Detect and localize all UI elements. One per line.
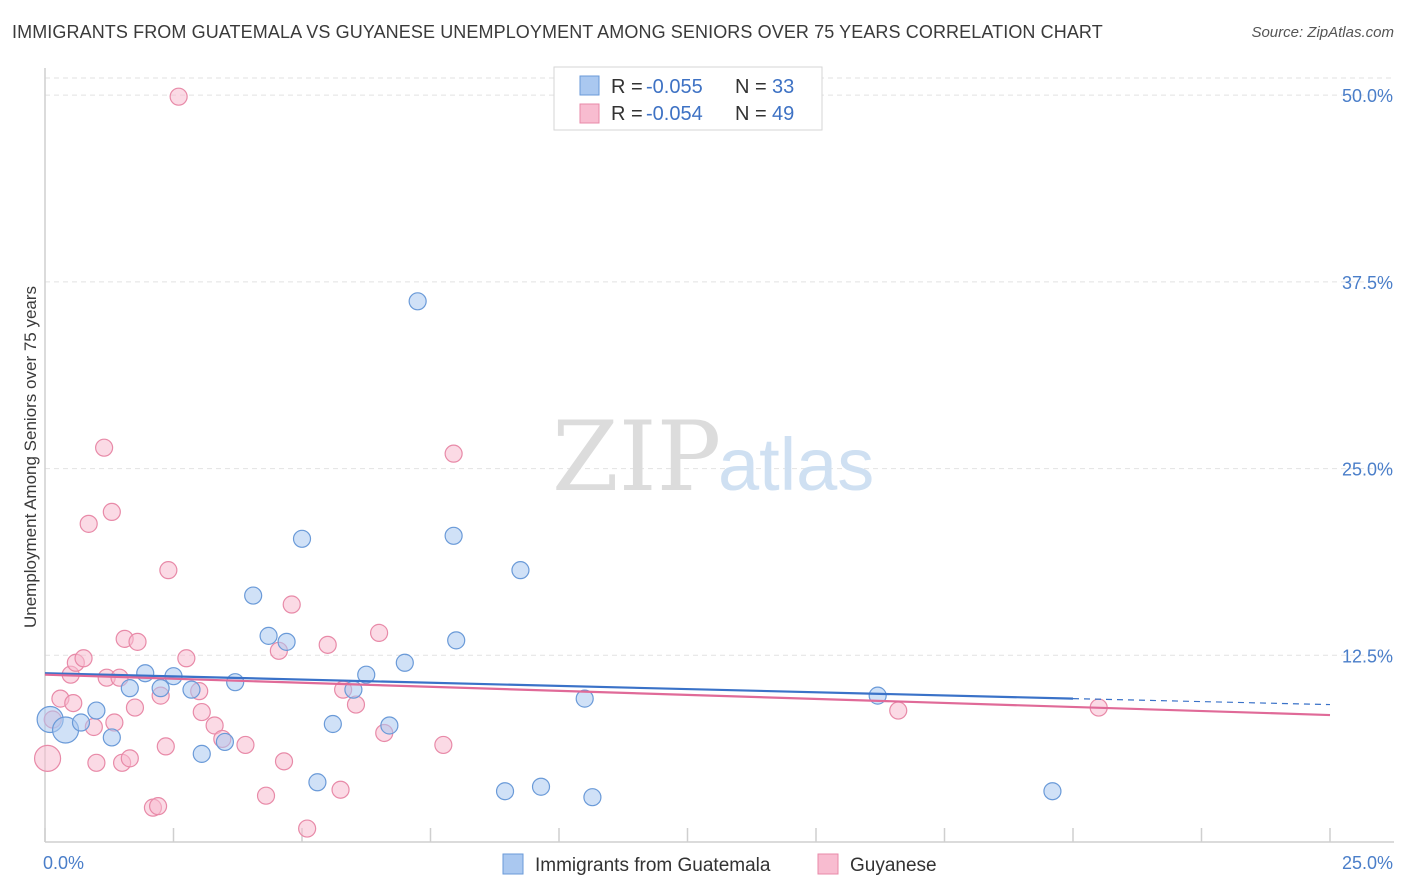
data-point	[274, 752, 294, 771]
legend-n-value: 33	[772, 76, 794, 98]
data-point	[102, 502, 121, 522]
data-point	[1043, 782, 1062, 801]
data-point	[282, 595, 301, 614]
legend-r-label: R =	[611, 76, 643, 98]
y-tick-label: 12.5%	[1342, 646, 1393, 666]
data-point	[95, 438, 114, 457]
watermark-zip: ZIP	[552, 401, 721, 513]
legend-r-value: -0.055	[646, 76, 703, 98]
x-tick-labels: 0.0% 25.0%	[43, 853, 1393, 873]
data-point	[346, 695, 366, 714]
series-legend: Immigrants from Guatemala Guyanese	[502, 853, 937, 876]
legend-r-value: -0.054	[646, 103, 703, 125]
data-point	[434, 735, 453, 755]
data-point	[495, 782, 515, 801]
data-point	[177, 649, 196, 668]
data-point	[159, 561, 178, 580]
data-point	[889, 701, 908, 720]
data-point	[192, 702, 211, 722]
data-point	[125, 698, 145, 717]
data-point	[444, 444, 463, 463]
data-point	[380, 716, 399, 735]
data-point	[205, 716, 224, 735]
data-point	[323, 714, 342, 734]
series-swatch-guyanese	[817, 853, 839, 875]
data-point	[583, 788, 602, 807]
data-point	[244, 586, 263, 605]
data-point	[79, 514, 98, 533]
chart-source: Source: ZipAtlas.com	[1251, 24, 1394, 41]
data-point	[74, 649, 93, 668]
data-point	[102, 728, 121, 747]
data-point	[236, 735, 255, 755]
data-point	[182, 680, 201, 699]
data-point	[447, 631, 466, 650]
chart-title: IMMIGRANTS FROM GUATEMALA VS GUYANESE UN…	[12, 22, 1103, 42]
data-point	[308, 773, 327, 792]
legend-n-label: N =	[735, 76, 767, 98]
data-point	[277, 632, 296, 651]
y-tick-label: 37.5%	[1342, 273, 1393, 293]
series-label-guyanese: Guyanese	[850, 855, 937, 876]
data-point	[33, 744, 62, 772]
data-point	[395, 653, 414, 672]
data-point	[120, 749, 139, 768]
data-point	[511, 561, 530, 580]
data-point	[192, 744, 211, 763]
legend-swatch-pink	[579, 103, 600, 124]
gridlines	[45, 77, 1394, 656]
data-point	[357, 665, 376, 684]
data-point	[136, 664, 155, 683]
data-point	[64, 693, 83, 713]
data-point	[226, 673, 245, 692]
data-point	[318, 635, 337, 654]
data-point	[151, 679, 170, 698]
series-swatch-guatemala	[502, 853, 524, 875]
data-point	[156, 737, 175, 756]
y-tick-label: 50.0%	[1342, 86, 1393, 106]
x-tick-label: 25.0%	[1342, 853, 1393, 873]
watermark: ZIP atlas	[552, 401, 874, 513]
data-point	[87, 753, 106, 772]
legend-n-label: N =	[735, 103, 767, 125]
guatemala-points	[36, 292, 1062, 807]
watermark-atlas: atlas	[718, 423, 874, 506]
legend-r-label: R =	[611, 103, 643, 125]
data-point	[71, 713, 91, 732]
legend-n-value: 49	[772, 103, 794, 125]
legend-swatch-blue	[579, 75, 600, 96]
data-point	[370, 623, 389, 642]
data-point	[575, 689, 594, 708]
x-tick-label: 0.0%	[43, 853, 84, 873]
guyanese-points	[33, 87, 1108, 838]
data-point	[408, 292, 427, 311]
data-point	[120, 679, 139, 698]
series-label-guatemala: Immigrants from Guatemala	[535, 855, 771, 876]
correlation-legend: R = -0.055 N = 33 R = -0.054 N = 49	[553, 66, 823, 131]
trend-line-guatemala-extension	[1072, 698, 1331, 706]
data-point	[169, 87, 188, 106]
data-point	[531, 777, 551, 796]
trend-line-guatemala	[44, 672, 1074, 700]
data-point	[331, 780, 350, 799]
data-point	[259, 626, 278, 645]
data-point	[256, 786, 276, 805]
data-point	[298, 819, 317, 838]
y-tick-label: 25.0%	[1342, 460, 1393, 480]
data-point	[148, 797, 168, 816]
y-axis-label: Unemployment Among Seniors over 75 years	[21, 286, 40, 628]
data-point	[105, 713, 124, 732]
data-point	[292, 529, 312, 548]
trend-lines	[44, 672, 1331, 717]
y-tick-labels: 12.5% 25.0% 37.5% 50.0%	[1342, 86, 1393, 666]
trend-line-guyanese	[44, 673, 1331, 717]
data-point	[215, 732, 234, 752]
data-point	[128, 632, 147, 651]
data-point	[87, 701, 106, 720]
data-point	[444, 526, 463, 545]
